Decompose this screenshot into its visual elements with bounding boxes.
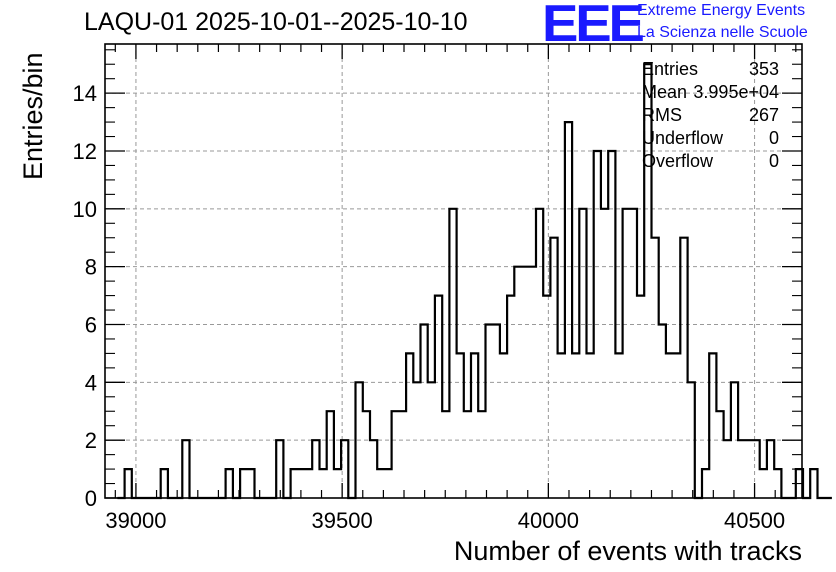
stat-mean-value: 3.995e+04 (693, 82, 779, 102)
y-tick-label: 6 (85, 312, 97, 337)
stat-rms: RMS 267 (642, 104, 779, 127)
x-tick-label: 39500 (312, 508, 373, 533)
stat-mean: Mean 3.995e+04 (642, 81, 779, 104)
logo-text-line-2: La Scienza nelle Scuole (637, 24, 808, 41)
stat-underflow-value: 0 (768, 128, 779, 148)
axis-ticks (105, 44, 802, 499)
stat-rms-value: 267 (748, 105, 779, 125)
stats-box: Entries 353 Mean 3.995e+04 RMS 267 Under… (642, 58, 779, 173)
histogram-outline (117, 63, 832, 500)
plot-title: LAQU-01 2025-10-01--2025-10-10 (84, 8, 468, 36)
stat-entries: Entries 353 (642, 58, 779, 81)
x-tick-label: 39000 (105, 508, 166, 533)
stat-underflow: Underflow 0 (642, 127, 779, 150)
y-tick-labels: 0 2 4 6 8 10 12 14 (73, 81, 97, 511)
stat-mean-label: Mean (642, 82, 688, 102)
y-tick-label: 4 (85, 370, 97, 395)
stat-overflow-value: 0 (768, 151, 779, 171)
x-tick-labels: 39000 39500 40000 40500 (105, 508, 785, 533)
stat-overflow-label: Overflow (642, 151, 714, 171)
grid-lines (105, 44, 802, 498)
stat-rms-label: RMS (642, 105, 682, 125)
y-tick-label: 14 (73, 81, 97, 106)
x-axis-label: Number of events with tracks (453, 536, 802, 566)
stat-underflow-label: Underflow (642, 128, 724, 148)
logo-text-line-1: Extreme Energy Events (637, 2, 806, 19)
x-tick-label: 40500 (724, 508, 785, 533)
eee-logo: EEE (542, 0, 645, 53)
y-tick-label: 10 (73, 197, 97, 222)
y-tick-label: 0 (85, 486, 97, 511)
x-tick-label: 40000 (518, 508, 579, 533)
plot-frame (104, 43, 803, 499)
y-tick-label: 12 (73, 139, 97, 164)
y-tick-label: 2 (85, 428, 97, 453)
y-tick-label: 8 (85, 255, 97, 280)
y-axis-label: Entries/bin (18, 52, 48, 180)
stat-entries-label: Entries (642, 59, 699, 79)
stat-entries-value: 353 (748, 59, 779, 79)
stat-overflow: Overflow 0 (642, 150, 779, 173)
